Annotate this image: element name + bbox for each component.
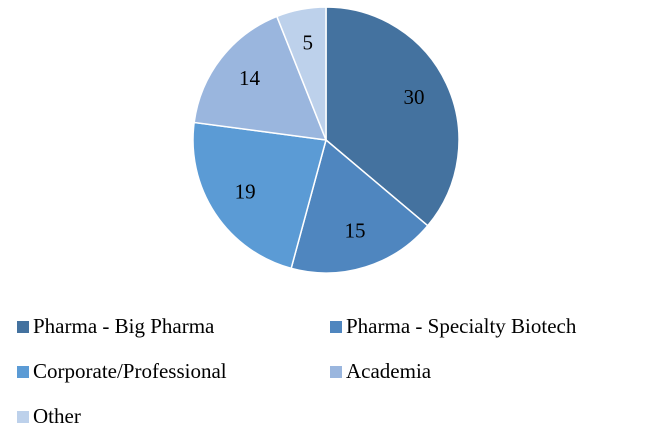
data-label: 30 [404,85,425,109]
pie-slice [192,121,327,270]
pie-slice [325,6,460,227]
legend-swatch [330,321,342,333]
pie-slice [290,138,429,274]
data-label: 14 [239,66,261,90]
legend-swatch [17,411,29,423]
legend-swatch [17,366,29,378]
legend-label: Academia [346,359,432,383]
legend-swatch [17,321,29,333]
legend-label: Corporate/Professional [33,359,227,383]
data-label: 19 [235,180,256,204]
legend-label: Other [33,404,81,428]
legend-label: Pharma - Specialty Biotech [346,314,577,338]
legend-swatch [330,366,342,378]
data-label: 15 [344,218,365,242]
pie-slice [275,6,327,141]
legend-label: Pharma - Big Pharma [33,314,215,338]
pie-slice [193,15,328,141]
data-label: 5 [302,30,313,54]
